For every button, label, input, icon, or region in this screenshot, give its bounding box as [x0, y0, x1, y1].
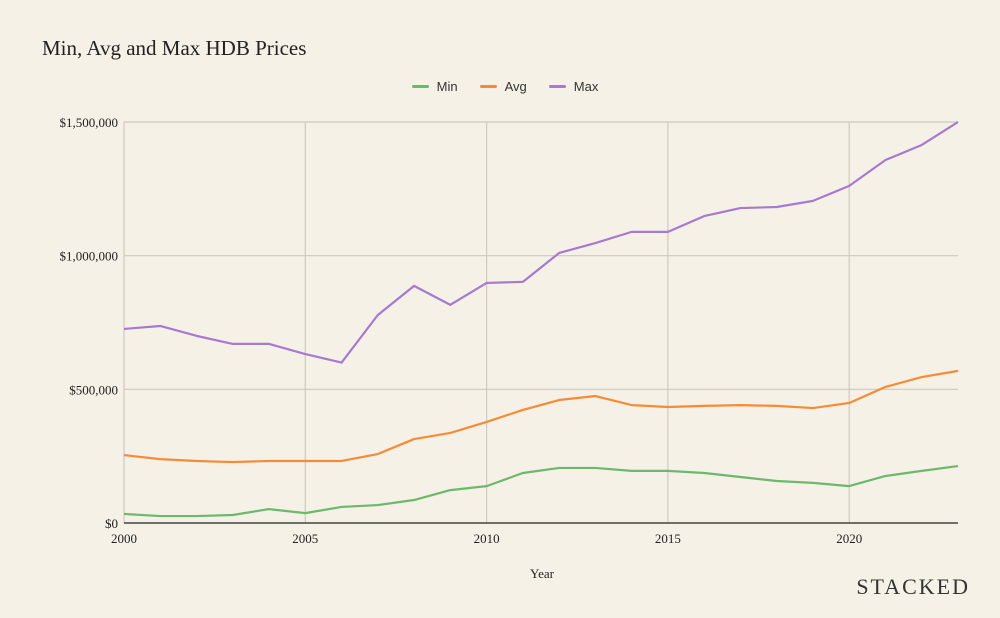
x-tick-label: 2000	[111, 531, 137, 546]
legend-item-max: Max	[548, 79, 599, 94]
legend: Min Avg Max	[0, 79, 1000, 94]
legend-label: Max	[573, 79, 599, 94]
series-line-avg	[123, 369, 959, 464]
legend-item-avg: Avg	[479, 79, 527, 94]
brand-logo: STACKED	[856, 574, 970, 599]
chart-title: Min, Avg and Max HDB Prices	[42, 36, 307, 60]
legend-swatch	[411, 85, 429, 88]
y-tick-label: $0	[105, 516, 118, 531]
x-tick-label: 2005	[292, 531, 318, 546]
x-tick-label: 2020	[836, 531, 862, 546]
x-tick-label: 2015	[655, 531, 681, 546]
y-tick-label: $1,000,000	[60, 249, 119, 264]
legend-swatch	[548, 85, 566, 88]
legend-swatch	[479, 85, 497, 88]
series-line-min	[123, 464, 959, 518]
x-tick-label: 2010	[474, 531, 500, 546]
legend-item-min: Min	[411, 79, 458, 94]
series-line-max	[123, 121, 959, 364]
legend-label: Avg	[504, 79, 527, 94]
y-tick-label: $1,500,000	[60, 115, 119, 130]
x-axis-title: Year	[530, 566, 555, 581]
y-tick-label: $500,000	[69, 382, 118, 397]
legend-label: Min	[436, 79, 458, 94]
